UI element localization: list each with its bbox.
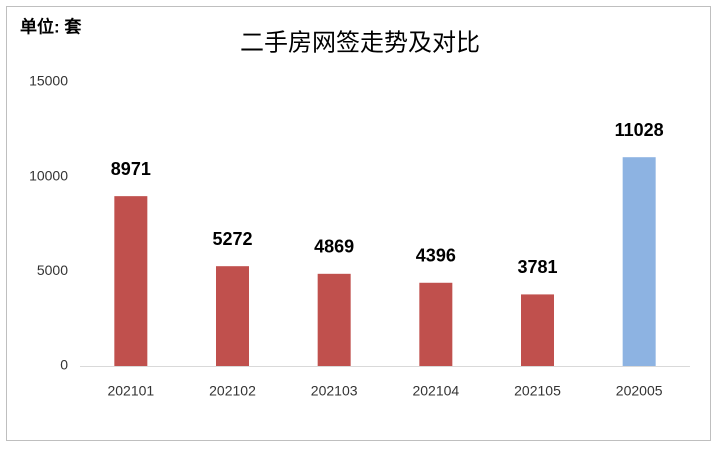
- value-label: 11028: [615, 120, 664, 140]
- x-tick-label: 202104: [412, 383, 459, 399]
- value-label: 5272: [212, 229, 252, 249]
- y-tick-label: 15000: [29, 73, 68, 89]
- unit-label: 单位: 套: [20, 16, 82, 36]
- bar: [419, 282, 453, 366]
- x-tick-label: 202102: [209, 383, 256, 399]
- chart-title: 二手房网签走势及对比: [240, 29, 480, 57]
- y-tick-label: 5000: [37, 262, 68, 278]
- chart-border: [6, 6, 711, 441]
- value-label: 8971: [111, 159, 151, 179]
- bar: [521, 294, 554, 366]
- bar: [622, 157, 656, 366]
- x-tick-label: 202005: [616, 383, 663, 399]
- bar: [114, 196, 148, 366]
- x-tick-label: 202101: [107, 383, 154, 399]
- value-label: 3781: [517, 257, 557, 277]
- bar: [216, 266, 249, 366]
- y-tick-label: 0: [60, 357, 68, 373]
- x-tick-label: 202105: [514, 383, 561, 399]
- value-label: 4396: [416, 246, 456, 266]
- x-tick-label: 202103: [311, 383, 358, 399]
- bar: [317, 273, 351, 366]
- value-label: 4869: [314, 237, 354, 257]
- y-tick-label: 10000: [29, 167, 68, 183]
